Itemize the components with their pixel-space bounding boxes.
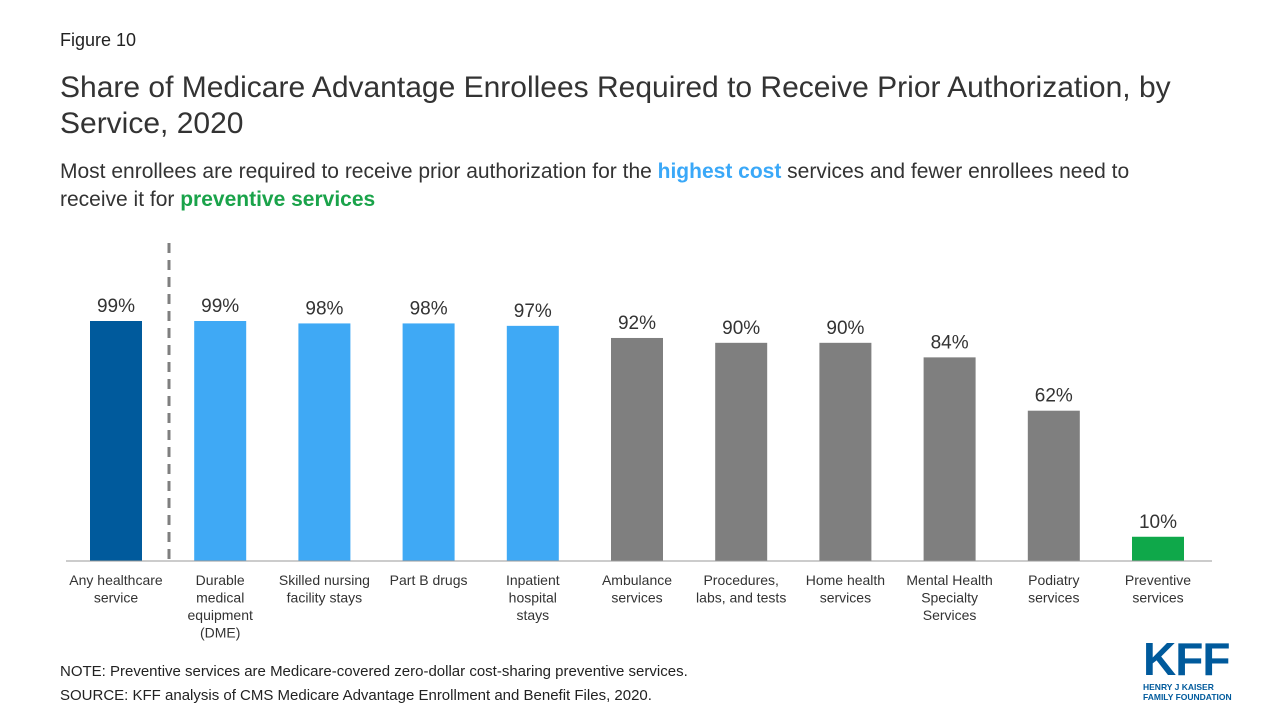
bar-value-label: 97% [514,301,552,322]
bar [819,342,872,561]
footnote-source: SOURCE: KFF analysis of CMS Medicare Adv… [60,687,652,704]
category-label: Ambulance [602,572,672,588]
subtitle-text-1: Most enrollees are required to receive p… [60,160,658,183]
bar [715,342,768,561]
bar-value-label: 99% [97,296,135,317]
category-label: Part B drugs [390,572,468,588]
category-label: services [1028,590,1079,606]
category-label: medical [196,590,244,606]
kff-logo-line1: HENRY J KAISER [1143,682,1214,692]
bar-value-label: 10% [1139,512,1177,533]
kff-logo-line2: FAMILY FOUNDATION [1143,692,1232,702]
subtitle-highlight-highest-cost: highest cost [657,160,782,183]
category-label: Mental Health [906,572,992,588]
bar [1132,536,1184,561]
footnote-note: NOTE: Preventive services are Medicare-c… [60,663,688,680]
category-label: Inpatient [506,572,560,588]
category-label: services [820,590,871,606]
category-label: (DME) [200,625,240,641]
kff-logo-letter: F [1202,633,1230,685]
bar [194,321,247,561]
category-label: Durable [196,572,245,588]
kff-logo-letter: K [1143,633,1176,685]
bar-value-label: 62% [1035,386,1073,407]
bar [611,337,663,561]
bar-value-label: 98% [410,298,448,319]
bar [90,321,142,561]
category-label: hospital [509,590,557,606]
bar-value-label: 99% [201,296,239,317]
category-label: Any healthcare [69,572,163,588]
bar-value-label: 92% [618,313,656,334]
bar-value-label: 98% [305,298,343,319]
category-label: labs, and tests [696,590,786,606]
bar-value-label: 84% [931,332,969,353]
kff-logo-mark: K F F [1143,636,1238,682]
category-label: services [611,590,662,606]
subtitle-highlight-preventive: preventive services [180,188,376,211]
bar [923,357,976,561]
figure-label: Figure 10 [60,30,137,50]
category-label: Specialty [921,590,978,606]
kff-logo: K F F HENRY J KAISER FAMILY FOUNDATION [1143,636,1238,702]
category-label: Procedures, [703,572,778,588]
category-label: Preventive [1125,572,1191,588]
chart-title: Share of Medicare Advantage Enrollees Re… [60,71,1171,140]
category-label: Services [923,607,977,623]
category-label: stays [516,607,549,623]
bar-value-label: 90% [826,318,864,339]
bar [1027,410,1080,561]
category-label: Skilled nursing [279,572,370,588]
bar [402,323,455,561]
bar-value-label: 90% [722,318,760,339]
bar [506,325,559,561]
category-label: Podiatry [1028,572,1079,588]
chart-subtitle: Most enrollees are required to receive p… [60,158,1160,214]
subtitle-text-2: services and fewer enrollees need to rec… [60,160,1130,211]
kff-logo-letter: F [1175,633,1203,685]
category-label: facility stays [287,590,362,606]
bar [298,323,351,561]
category-label: Home health [806,572,885,588]
category-label: services [1132,590,1183,606]
category-label: service [94,590,139,606]
category-label: equipment [188,607,253,623]
